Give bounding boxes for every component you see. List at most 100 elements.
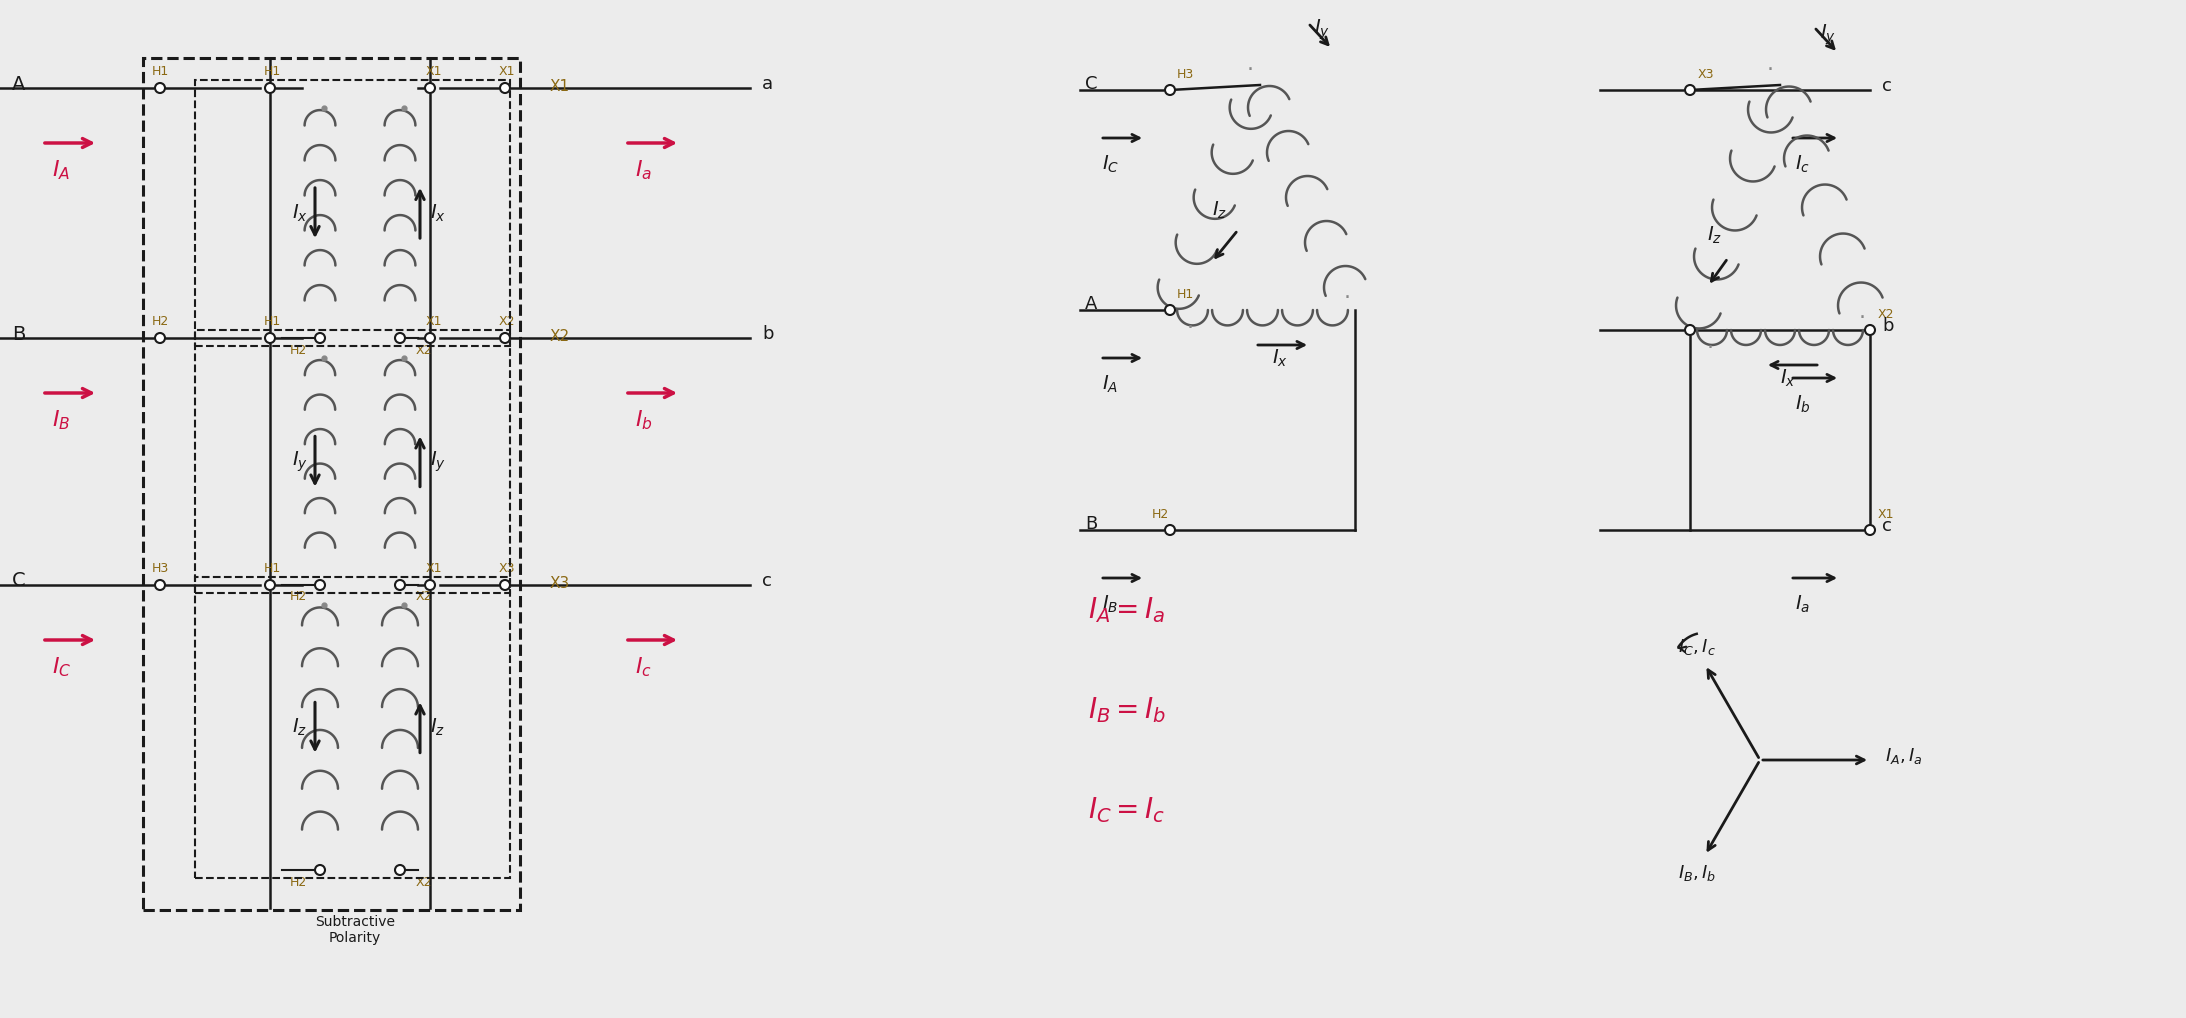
Text: $I_y$: $I_y$: [293, 449, 308, 473]
Text: H1: H1: [262, 562, 280, 574]
Circle shape: [155, 83, 164, 93]
Circle shape: [424, 333, 435, 343]
Text: $I_C,I_c$: $I_C,I_c$: [1679, 636, 1716, 657]
Text: ·: ·: [1344, 288, 1351, 308]
Text: H1: H1: [151, 64, 168, 77]
Text: b: b: [1882, 317, 1893, 335]
Text: $I_b$: $I_b$: [1795, 393, 1810, 414]
Text: H2: H2: [151, 315, 168, 328]
Circle shape: [1685, 325, 1694, 335]
Circle shape: [1165, 305, 1176, 315]
Text: $I_b$: $I_b$: [634, 408, 654, 432]
Text: $I_a$: $I_a$: [1795, 593, 1810, 615]
Text: X3: X3: [498, 562, 516, 574]
Circle shape: [501, 83, 509, 93]
Text: $I_x$: $I_x$: [1779, 367, 1797, 389]
Text: $I_z$: $I_z$: [431, 717, 446, 738]
Text: c: c: [1882, 77, 1891, 95]
Circle shape: [396, 865, 404, 875]
Text: $I_y$: $I_y$: [1821, 22, 1836, 47]
Text: X1: X1: [426, 64, 442, 77]
Text: ·: ·: [1707, 338, 1714, 358]
Text: $I_C$: $I_C$: [52, 656, 72, 679]
Circle shape: [315, 865, 326, 875]
Text: ·: ·: [1858, 308, 1865, 328]
Text: b: b: [763, 325, 774, 343]
Text: $I_C = I_c$: $I_C = I_c$: [1089, 795, 1165, 825]
Circle shape: [424, 580, 435, 590]
Text: ·: ·: [1187, 318, 1194, 338]
Text: $I_a$: $I_a$: [634, 158, 651, 182]
Text: $I_B$: $I_B$: [52, 408, 70, 432]
Text: $I_A$: $I_A$: [1102, 374, 1119, 395]
Text: X3: X3: [1699, 67, 1714, 80]
Text: H3: H3: [151, 562, 168, 574]
Text: H2: H2: [289, 590, 306, 604]
Text: $I_B,I_b$: $I_B,I_b$: [1679, 863, 1716, 884]
Circle shape: [424, 83, 435, 93]
Text: X1: X1: [498, 64, 516, 77]
Text: $I_z$: $I_z$: [1707, 224, 1723, 245]
Text: X2: X2: [415, 590, 433, 604]
Text: H2: H2: [289, 875, 306, 889]
Text: $I_y$: $I_y$: [1314, 17, 1329, 43]
Text: C: C: [1084, 75, 1097, 93]
Circle shape: [501, 580, 509, 590]
Text: C: C: [11, 571, 26, 590]
Text: a: a: [763, 75, 774, 93]
Bar: [195, 80, 509, 346]
Text: $I_A$: $I_A$: [52, 158, 70, 182]
Text: X1: X1: [426, 562, 442, 574]
Circle shape: [396, 580, 404, 590]
Text: X1: X1: [551, 78, 571, 94]
Text: ·: ·: [1246, 60, 1253, 80]
Text: c: c: [763, 572, 772, 590]
Circle shape: [1165, 84, 1176, 95]
Circle shape: [265, 333, 275, 343]
Text: X2: X2: [551, 329, 571, 343]
Text: $I_x$: $I_x$: [431, 203, 446, 224]
Bar: [195, 330, 509, 593]
Text: H1: H1: [262, 315, 280, 328]
Text: X3: X3: [551, 575, 571, 590]
Text: H1: H1: [1176, 287, 1194, 300]
Circle shape: [1865, 325, 1876, 335]
Text: X1: X1: [1878, 508, 1895, 520]
Circle shape: [155, 580, 164, 590]
Text: H2: H2: [289, 343, 306, 356]
Text: X2: X2: [498, 315, 516, 328]
Text: H1: H1: [262, 64, 280, 77]
Circle shape: [1685, 84, 1694, 95]
Text: X2: X2: [1878, 307, 1895, 321]
Bar: [195, 577, 509, 878]
Text: c: c: [1882, 517, 1891, 535]
Text: $I_z$: $I_z$: [1213, 200, 1229, 221]
Circle shape: [155, 333, 164, 343]
Circle shape: [501, 333, 509, 343]
Circle shape: [396, 333, 404, 343]
Text: Subtractive
Polarity: Subtractive Polarity: [315, 915, 396, 945]
Text: $I_c$: $I_c$: [1795, 154, 1810, 175]
Text: B: B: [11, 325, 26, 343]
Text: $I_x$: $I_x$: [293, 203, 308, 224]
Text: $I_A,I_a$: $I_A,I_a$: [1884, 746, 1924, 766]
Circle shape: [1165, 525, 1176, 535]
Circle shape: [265, 83, 275, 93]
Text: $I_z$: $I_z$: [293, 717, 308, 738]
Text: A: A: [11, 74, 26, 94]
Text: $I_B = I_b$: $I_B = I_b$: [1089, 695, 1165, 725]
Text: $I_C$: $I_C$: [1102, 154, 1119, 175]
Circle shape: [265, 580, 275, 590]
Text: $I_A = I_a$: $I_A = I_a$: [1089, 596, 1165, 625]
Text: X1: X1: [426, 315, 442, 328]
Circle shape: [315, 580, 326, 590]
Text: X2: X2: [415, 343, 433, 356]
Text: X2: X2: [415, 875, 433, 889]
Text: $I_c$: $I_c$: [634, 656, 651, 679]
Text: $I_y$: $I_y$: [431, 449, 446, 473]
Text: ·: ·: [1766, 60, 1773, 80]
Text: A: A: [1084, 295, 1097, 313]
Circle shape: [1865, 525, 1876, 535]
Text: H2: H2: [1152, 508, 1170, 520]
Text: H3: H3: [1176, 67, 1194, 80]
